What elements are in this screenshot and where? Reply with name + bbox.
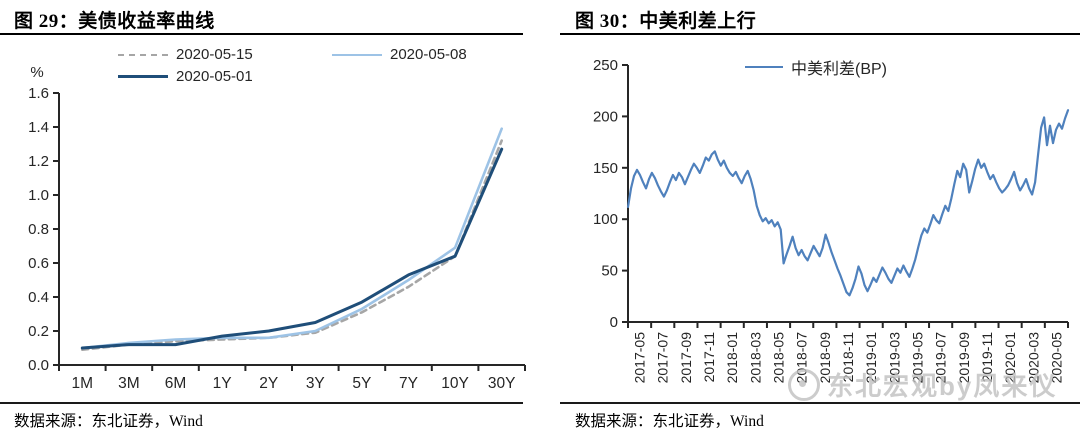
legend-item-2020-05-15: 2020-05-15 <box>118 46 253 63</box>
figure-29-source: 数据来源：东北证券，Wind <box>14 413 203 430</box>
svg-text:5Y: 5Y <box>352 375 371 392</box>
svg-text:2018-11: 2018-11 <box>840 332 856 383</box>
legend-line-sample-navy <box>118 75 168 78</box>
svg-text:2019-03: 2019-03 <box>886 332 902 384</box>
svg-text:2019-09: 2019-09 <box>956 332 972 384</box>
svg-text:150: 150 <box>593 160 618 177</box>
svg-text:2Y: 2Y <box>259 375 278 392</box>
svg-text:2020-05: 2020-05 <box>1048 332 1064 384</box>
svg-text:10Y: 10Y <box>441 375 469 392</box>
svg-text:250: 250 <box>593 57 618 74</box>
svg-text:2019-11: 2019-11 <box>979 332 995 383</box>
svg-text:30Y: 30Y <box>488 375 516 392</box>
svg-text:6M: 6M <box>165 375 187 392</box>
svg-text:0.2: 0.2 <box>28 323 49 340</box>
legend-line-sample-dashed <box>118 53 168 56</box>
svg-text:1.2: 1.2 <box>28 153 49 170</box>
svg-text:200: 200 <box>593 108 618 125</box>
svg-text:2017-07: 2017-07 <box>655 332 671 384</box>
china-us-spread-chart: 0 50 100 150 200 250 2017-05 2017-07 2017-09 2017… <box>593 57 1070 384</box>
svg-text:1Y: 1Y <box>213 375 232 392</box>
svg-text:2017-05: 2017-05 <box>632 332 648 384</box>
svg-text:7Y: 7Y <box>399 375 418 392</box>
svg-text:2019-07: 2019-07 <box>933 332 949 384</box>
svg-text:0.8: 0.8 <box>28 221 49 238</box>
legend-label: 2020-05-01 <box>176 68 253 85</box>
svg-text:1.0: 1.0 <box>28 187 49 204</box>
svg-text:1M: 1M <box>72 375 94 392</box>
svg-text:0.4: 0.4 <box>28 289 49 306</box>
svg-text:3Y: 3Y <box>306 375 325 392</box>
figure-30-panel: 图 30：中美利差上行 中美利差(BP) 0 50 100 150 200 250 2017… <box>540 0 1080 443</box>
svg-text:2018-09: 2018-09 <box>817 332 833 384</box>
legend-label: 2020-05-08 <box>390 46 467 63</box>
svg-text:2018-03: 2018-03 <box>747 332 763 384</box>
svg-text:2018-07: 2018-07 <box>794 332 810 384</box>
svg-text:1.4: 1.4 <box>28 119 49 136</box>
figure-29-source-rule <box>0 402 523 404</box>
svg-text:2019-05: 2019-05 <box>909 332 925 384</box>
legend-label: 2020-05-15 <box>176 46 253 63</box>
svg-text:2017-09: 2017-09 <box>678 332 694 384</box>
svg-text:2020-03: 2020-03 <box>1025 332 1041 384</box>
figure-29-panel: 图 29：美债收益率曲线 2020-05-15 2020-05-08 2020-… <box>0 11 526 430</box>
svg-text:0.6: 0.6 <box>28 255 49 272</box>
legend-item-spread: 中美利差(BP) <box>745 55 887 79</box>
svg-text:3M: 3M <box>118 375 140 392</box>
svg-text:100: 100 <box>593 211 618 228</box>
svg-text:1.6: 1.6 <box>28 85 49 102</box>
figure-30-title: 图 30：中美利差上行 <box>575 11 757 32</box>
svg-text:2020-01: 2020-01 <box>1002 332 1018 384</box>
svg-text:0.0: 0.0 <box>28 357 49 374</box>
figure-30-title-rule <box>560 33 1080 35</box>
figure-29-title-rule <box>0 33 523 35</box>
legend-item-2020-05-01: 2020-05-01 <box>118 68 253 85</box>
svg-text:2018-05: 2018-05 <box>771 332 787 384</box>
svg-text:0: 0 <box>610 314 618 331</box>
legend-label: 中美利差(BP) <box>791 61 888 78</box>
legend-line-sample-lightblue <box>332 53 382 56</box>
legend-item-2020-05-08: 2020-05-08 <box>332 46 467 63</box>
us-treasury-yield-curve-chart: 0.0 0.2 0.4 0.6 0.8 1.0 1.2 1.4 1.6% 1M 3M 6M 1Y 2Y 3Y… <box>28 64 526 392</box>
svg-text:2017-11: 2017-11 <box>701 332 717 383</box>
svg-text:2019-01: 2019-01 <box>863 332 879 384</box>
svg-text:%: % <box>30 64 43 81</box>
svg-text:50: 50 <box>601 263 618 280</box>
figure-29-title: 图 29：美债收益率曲线 <box>14 11 215 32</box>
figure-30-source-rule <box>560 402 1080 404</box>
figure-30-source: 数据来源：东北证券，Wind <box>575 413 764 430</box>
legend-line-sample-blue <box>745 66 783 68</box>
svg-text:2018-01: 2018-01 <box>724 332 740 384</box>
